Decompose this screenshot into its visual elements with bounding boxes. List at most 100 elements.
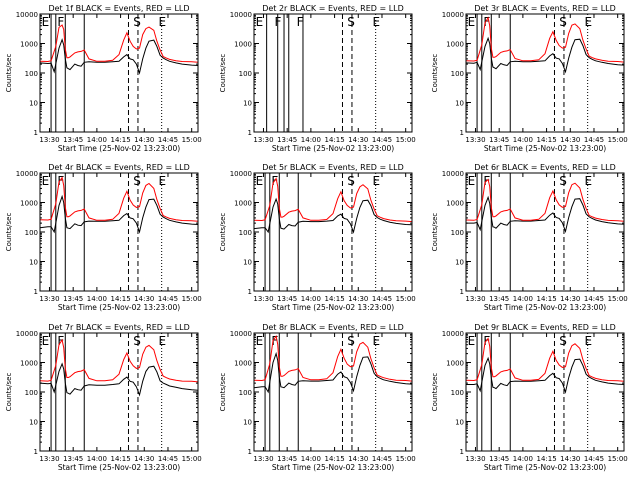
y-tick-label: 10000 bbox=[230, 330, 252, 338]
segment-letter: E bbox=[42, 334, 50, 348]
y-tick-label: 1000 bbox=[20, 360, 38, 368]
segment-letter: E bbox=[373, 174, 381, 188]
y-tick-label: 100 bbox=[239, 229, 252, 237]
segment-letter: E bbox=[256, 174, 264, 188]
y-tick-label: 10000 bbox=[16, 330, 38, 338]
x-tick-label: 15:00 bbox=[396, 136, 416, 144]
panel-title: Det 5r BLACK = Events, RED = LLD bbox=[262, 163, 404, 172]
y-tick-label: 100 bbox=[451, 70, 464, 78]
y-tick-label: 100 bbox=[25, 70, 38, 78]
x-tick-label: 15:00 bbox=[182, 455, 202, 463]
y-tick-label: 1 bbox=[34, 288, 38, 296]
y-tick-label: 10 bbox=[29, 419, 38, 427]
segment-letter: F bbox=[275, 15, 282, 29]
x-tick-label: 14:45 bbox=[584, 136, 604, 144]
x-tick-label: 13:45 bbox=[277, 455, 297, 463]
x-tick-label: 13:45 bbox=[63, 455, 83, 463]
x-tick-label: 14:30 bbox=[134, 455, 154, 463]
x-tick-label: 14:00 bbox=[87, 295, 107, 303]
x-tick-label: 14:30 bbox=[560, 295, 580, 303]
x-axis-label: Start Time (25-Nov-02 13:23:00) bbox=[484, 463, 606, 472]
x-tick-label: 14:00 bbox=[513, 295, 533, 303]
x-tick-label: 14:45 bbox=[372, 295, 392, 303]
y-tick-label: 1 bbox=[248, 448, 252, 456]
x-tick-label: 14:00 bbox=[301, 136, 321, 144]
y-tick-label: 10000 bbox=[230, 11, 252, 19]
segment-letter: S bbox=[347, 15, 355, 29]
y-tick-label: 1000 bbox=[20, 41, 38, 49]
segment-letter: F bbox=[57, 15, 64, 29]
x-axis-label: Start Time (25-Nov-02 13:23:00) bbox=[272, 463, 394, 472]
x-tick-label: 13:30 bbox=[253, 455, 273, 463]
y-tick-label: 100 bbox=[451, 389, 464, 397]
lld-series-line bbox=[465, 16, 625, 63]
events-series-line bbox=[253, 351, 413, 394]
y-tick-label: 100 bbox=[25, 229, 38, 237]
x-tick-label: 13:45 bbox=[277, 295, 297, 303]
x-tick-label: 14:30 bbox=[560, 455, 580, 463]
segment-letter: E bbox=[468, 334, 476, 348]
y-tick-label: 1 bbox=[248, 129, 252, 137]
segment-letter: S bbox=[559, 174, 567, 188]
x-axis-label: Start Time (25-Nov-02 13:23:00) bbox=[58, 144, 180, 153]
y-tick-label: 1000 bbox=[446, 360, 464, 368]
x-tick-label: 14:45 bbox=[158, 295, 178, 303]
x-tick-label: 14:30 bbox=[134, 136, 154, 144]
x-axis-label: Start Time (25-Nov-02 13:23:00) bbox=[484, 303, 606, 312]
segment-letter: E bbox=[159, 174, 167, 188]
x-tick-label: 14:00 bbox=[513, 455, 533, 463]
x-tick-label: 14:45 bbox=[158, 136, 178, 144]
y-tick-label: 100 bbox=[25, 389, 38, 397]
y-tick-label: 10000 bbox=[442, 170, 464, 178]
y-axis-label: Counts/sec bbox=[431, 373, 439, 412]
panel-title: Det 9r BLACK = Events, RED = LLD bbox=[474, 323, 616, 332]
x-tick-label: 14:45 bbox=[584, 455, 604, 463]
y-tick-label: 1000 bbox=[446, 200, 464, 208]
y-tick-label: 1 bbox=[460, 448, 464, 456]
x-tick-label: 14:45 bbox=[584, 295, 604, 303]
y-tick-label: 1000 bbox=[234, 200, 252, 208]
x-tick-label: 14:45 bbox=[158, 455, 178, 463]
x-tick-label: 14:00 bbox=[87, 136, 107, 144]
x-tick-label: 15:00 bbox=[608, 136, 628, 144]
x-tick-label: 14:15 bbox=[536, 295, 556, 303]
segment-letter: E bbox=[256, 334, 264, 348]
segment-letter: F bbox=[483, 334, 490, 348]
segment-letter: E bbox=[373, 15, 381, 29]
y-tick-label: 100 bbox=[239, 70, 252, 78]
x-tick-label: 14:15 bbox=[110, 136, 130, 144]
y-tick-label: 1 bbox=[34, 129, 38, 137]
events-series-line bbox=[466, 356, 625, 394]
y-tick-label: 100 bbox=[451, 229, 464, 237]
y-tick-label: 10000 bbox=[230, 170, 252, 178]
y-tick-label: 10 bbox=[455, 419, 464, 427]
x-tick-label: 15:00 bbox=[396, 455, 416, 463]
segment-letter: E bbox=[585, 334, 593, 348]
y-axis-label: Counts/sec bbox=[5, 373, 13, 412]
y-tick-label: 100 bbox=[239, 389, 252, 397]
x-tick-label: 14:30 bbox=[348, 295, 368, 303]
segment-letter: E bbox=[373, 334, 381, 348]
x-axis-label: Start Time (25-Nov-02 13:23:00) bbox=[484, 144, 606, 153]
y-tick-label: 10 bbox=[29, 259, 38, 267]
segment-letter: E bbox=[159, 334, 167, 348]
panel-title: Det 8r BLACK = Events, RED = LLD bbox=[262, 323, 404, 332]
x-tick-label: 13:30 bbox=[465, 295, 485, 303]
panel-title: Det 3r BLACK = Events, RED = LLD bbox=[474, 4, 616, 13]
y-tick-label: 1000 bbox=[446, 41, 464, 49]
x-tick-label: 13:30 bbox=[39, 136, 59, 144]
segment-letter: F bbox=[57, 174, 64, 188]
events-series-line bbox=[39, 38, 199, 75]
x-tick-label: 14:00 bbox=[87, 455, 107, 463]
x-axis-label: Start Time (25-Nov-02 13:23:00) bbox=[58, 463, 180, 472]
x-tick-label: 14:15 bbox=[110, 455, 130, 463]
x-tick-label: 14:15 bbox=[324, 455, 344, 463]
y-axis-label: Counts/sec bbox=[431, 54, 439, 93]
lld-series-line bbox=[253, 177, 413, 223]
segment-letter: E bbox=[159, 15, 167, 29]
x-tick-label: 13:45 bbox=[489, 455, 509, 463]
segment-letter: E bbox=[468, 15, 476, 29]
